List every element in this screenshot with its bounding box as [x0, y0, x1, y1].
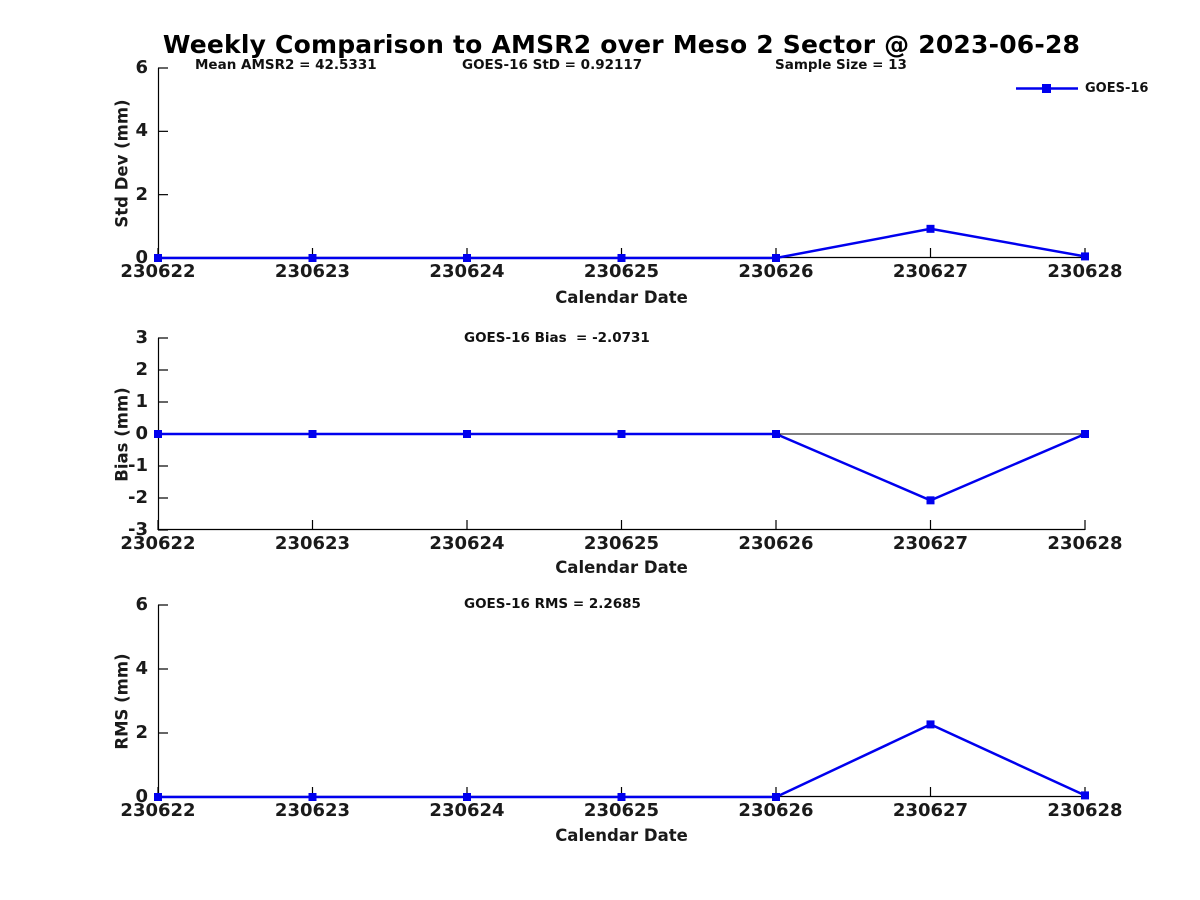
subplot-std-dev: 0 2 4 6 230622 230623 230624 230625 230626 230627…	[120, 57, 1122, 282]
y-tick-label: 6	[135, 57, 148, 78]
y-tick-label: 4	[135, 658, 148, 679]
y-tick-label: 0	[135, 423, 148, 444]
x-tick-label: 230623	[274, 533, 351, 554]
axis-lines	[157, 605, 1085, 798]
x-tick-label: 230627	[892, 261, 969, 282]
y-axis-label-std-dev: Std Dev (mm)	[112, 99, 132, 228]
annotation-goes16-std: GOES-16 StD = 0.92117	[462, 57, 643, 73]
data-point	[154, 254, 162, 262]
series-line	[158, 432, 1086, 502]
x-axis-label-calendar-date: Calendar Date	[555, 288, 688, 307]
data-point	[308, 254, 317, 262]
x-tick-label: 230623	[274, 800, 351, 821]
legend-label: GOES-16	[1085, 81, 1149, 96]
x-tick-label: 230625	[583, 800, 660, 821]
data-point	[1081, 430, 1089, 438]
data-point	[772, 430, 780, 438]
x-tick-label: 230622	[120, 261, 196, 282]
x-axis-label-calendar-date: Calendar Date	[555, 826, 688, 845]
x-tick-label: 230627	[892, 533, 969, 554]
data-point	[617, 793, 626, 801]
x-tick-label: 230622	[120, 800, 196, 821]
series-line	[158, 723, 1086, 799]
y-tick-label: 4	[135, 120, 148, 142]
x-tick-label: 230623	[274, 261, 351, 282]
data-point	[463, 254, 471, 262]
axis-lines	[157, 68, 1085, 259]
data-point	[154, 430, 162, 438]
x-tick-label: 230627	[892, 800, 969, 821]
data-point	[1081, 252, 1089, 261]
data-point	[926, 224, 935, 233]
y-tick-label: -1	[128, 455, 148, 476]
y-tick-label: -3	[128, 519, 148, 540]
subplot-rms: 0 2 4 6 230622 230623 230624 230625 230626 230627…	[120, 594, 1122, 821]
x-tick-label: 230628	[1047, 261, 1123, 282]
y-tick-label: 0	[135, 786, 148, 807]
x-axis-label-calendar-date: Calendar Date	[555, 558, 688, 577]
data-point	[617, 430, 626, 438]
annotation-sample-size: Sample Size = 13	[775, 57, 907, 73]
data-point	[154, 793, 162, 801]
x-tick-label: 230625	[583, 533, 660, 554]
data-point	[463, 793, 471, 801]
subplot-bias: 3 2 1 0 -1 -2 -3 230622 230623 230624 230625 230626…	[120, 327, 1122, 554]
x-tick-label: 230622	[120, 533, 196, 554]
x-tick-label: 230626	[738, 261, 814, 282]
legend-line-sample	[1016, 84, 1078, 93]
y-axis-label-rms: RMS (mm)	[112, 653, 132, 750]
data-point	[463, 430, 471, 438]
y-tick-label: 0	[135, 247, 148, 268]
y-tick-label: 1	[135, 391, 148, 412]
y-tick-label: 3	[135, 327, 148, 348]
x-tick-label: 230624	[429, 533, 505, 554]
data-point	[772, 254, 780, 262]
data-point	[772, 793, 780, 801]
annotation-mean-amsr2: Mean AMSR2 = 42.5331	[195, 57, 377, 73]
annotation-goes16-rms: GOES-16 RMS = 2.2685	[464, 596, 641, 612]
y-tick-label: -2	[128, 487, 148, 508]
data-point	[308, 793, 317, 801]
data-point	[308, 430, 317, 438]
x-tick-label: 230628	[1047, 533, 1123, 554]
data-point	[926, 496, 935, 505]
plot-canvas	[154, 604, 1089, 801]
legend: GOES-16	[1016, 81, 1148, 96]
data-point	[1081, 791, 1089, 800]
annotation-goes16-bias: GOES-16 Bias = -2.0731	[464, 330, 650, 346]
x-tick-label: 230624	[429, 800, 505, 821]
plot-canvas	[154, 337, 1089, 531]
x-tick-label: 230626	[738, 533, 814, 554]
legend-marker-icon	[1042, 84, 1051, 93]
data-point	[617, 254, 626, 262]
plot-canvas	[154, 67, 1089, 262]
chart-title: Weekly Comparison to AMSR2 over Meso 2 S…	[162, 30, 1081, 59]
y-tick-label: 6	[135, 594, 148, 615]
data-point	[926, 720, 935, 729]
y-tick-label: 2	[135, 183, 148, 205]
x-tick-label: 230626	[738, 800, 814, 821]
x-tick-label: 230628	[1047, 800, 1123, 821]
x-tick-label: 230624	[429, 261, 505, 282]
y-tick-label: 2	[135, 722, 148, 743]
y-tick-label: 2	[135, 359, 148, 380]
x-tick-label: 230625	[583, 261, 660, 282]
